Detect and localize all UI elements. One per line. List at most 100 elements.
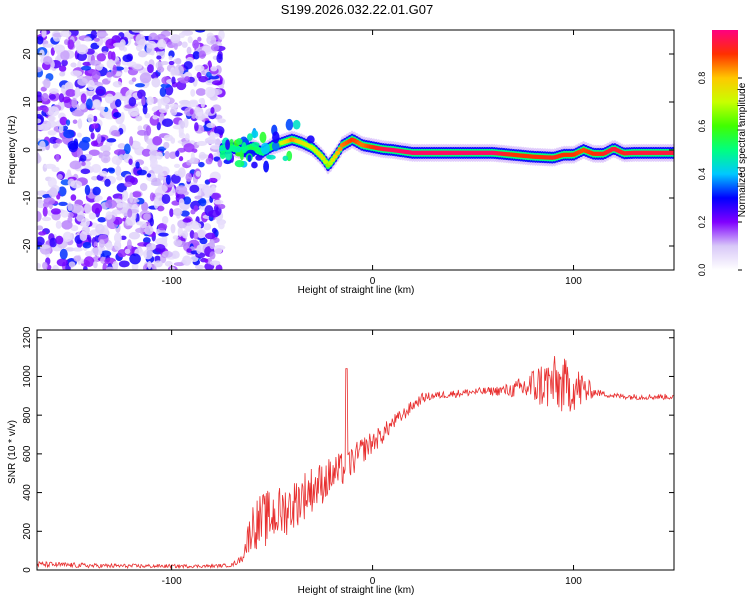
noise-blob xyxy=(79,154,87,162)
ridge-blob xyxy=(267,154,276,160)
noise-blob xyxy=(170,34,181,44)
noise-blob xyxy=(210,192,222,200)
noise-blob xyxy=(131,30,144,33)
ridge-blob xyxy=(241,142,247,154)
noise-blob xyxy=(73,255,81,262)
noise-blob xyxy=(194,30,206,33)
noise-blob xyxy=(48,187,58,198)
noise-blob xyxy=(37,196,42,204)
noise-blob xyxy=(38,231,47,236)
ridge-blob xyxy=(306,135,315,144)
noise-blob xyxy=(165,174,171,185)
noise-blob xyxy=(164,150,170,159)
noise-blob xyxy=(68,261,76,268)
ridge-blob xyxy=(229,139,234,146)
noise-blob xyxy=(136,44,143,52)
snr-x-axis-label: Height of straight line (km) xyxy=(298,585,415,596)
noise-blob xyxy=(189,230,195,239)
noise-blob xyxy=(69,160,82,170)
noise-blob xyxy=(149,217,154,227)
noise-blob xyxy=(41,216,52,222)
noise-blob xyxy=(196,111,203,117)
noise-blob xyxy=(128,158,133,165)
noise-blob xyxy=(204,258,209,264)
noise-blob xyxy=(205,139,217,144)
noise-blob xyxy=(146,173,152,178)
noise-blob xyxy=(142,104,148,115)
noise-blob xyxy=(192,51,200,60)
noise-blob xyxy=(97,217,107,223)
noise-blob xyxy=(112,80,123,88)
ridge-blob xyxy=(224,149,233,161)
noise-blob xyxy=(217,221,225,230)
noise-blob xyxy=(180,120,185,129)
ridge-blob xyxy=(225,139,230,151)
ridge-blob xyxy=(247,133,253,141)
noise-blob xyxy=(193,232,199,240)
ridge-segment xyxy=(322,159,329,165)
ridge-blob xyxy=(272,131,280,144)
noise-blob xyxy=(196,140,208,147)
noise-blob xyxy=(113,240,122,251)
snr-frame xyxy=(36,329,675,571)
noise-blob xyxy=(105,199,117,209)
spectrogram-x-tick-label: -100 xyxy=(162,276,182,287)
noise-blob xyxy=(96,32,109,37)
noise-blob xyxy=(74,87,81,98)
noise-blob xyxy=(70,203,82,214)
noise-blob xyxy=(213,199,224,205)
noise-blob xyxy=(194,122,199,132)
ridge-segment xyxy=(332,154,338,159)
noise-blob xyxy=(137,125,143,132)
snr-x-tick-label: 100 xyxy=(565,576,582,587)
figure-title: S199.2026.032.22.01.G07 xyxy=(281,2,434,17)
noise-blob xyxy=(141,201,149,212)
ridge-blob xyxy=(282,155,289,162)
noise-blob xyxy=(118,41,125,51)
noise-blob xyxy=(156,33,166,40)
noise-blob xyxy=(165,104,170,110)
noise-blob xyxy=(37,236,45,247)
noise-blob xyxy=(137,129,148,136)
noise-blob xyxy=(143,213,151,221)
colorbar-tick-label: 0.4 xyxy=(697,168,707,181)
noise-blob xyxy=(105,242,113,251)
noise-blob xyxy=(96,133,102,144)
noise-blob xyxy=(84,203,92,214)
noise-blob xyxy=(47,115,56,122)
noise-blob xyxy=(139,182,148,192)
ridge-blob xyxy=(263,160,270,173)
noise-blob xyxy=(123,66,129,73)
spectrogram-heatmap xyxy=(37,30,674,270)
noise-blob xyxy=(172,207,183,217)
noise-blob xyxy=(178,32,185,39)
noise-blob xyxy=(183,143,195,153)
noise-blob xyxy=(175,185,188,195)
noise-blob xyxy=(60,50,70,61)
noise-blob xyxy=(132,191,142,198)
noise-blob xyxy=(203,187,213,197)
noise-blob xyxy=(217,159,223,168)
noise-blob xyxy=(88,149,100,156)
noise-blob xyxy=(55,138,63,144)
noise-blob xyxy=(106,59,115,69)
noise-blob xyxy=(47,106,60,117)
noise-blob xyxy=(146,243,157,251)
noise-blob xyxy=(162,250,173,258)
noise-blob xyxy=(75,39,81,51)
noise-blob xyxy=(208,177,218,183)
noise-blob xyxy=(206,35,217,46)
ridge-segment xyxy=(327,160,333,166)
noise-blob xyxy=(198,198,207,207)
noise-blob xyxy=(80,217,91,228)
noise-blob xyxy=(42,43,54,48)
colorbar-tick-label: 0.8 xyxy=(697,72,707,85)
noise-blob xyxy=(195,88,207,96)
ridge-blob xyxy=(251,161,258,169)
noise-blob xyxy=(93,99,102,109)
noise-blob xyxy=(120,111,125,123)
noise-blob xyxy=(196,71,202,79)
noise-blob xyxy=(157,222,168,231)
